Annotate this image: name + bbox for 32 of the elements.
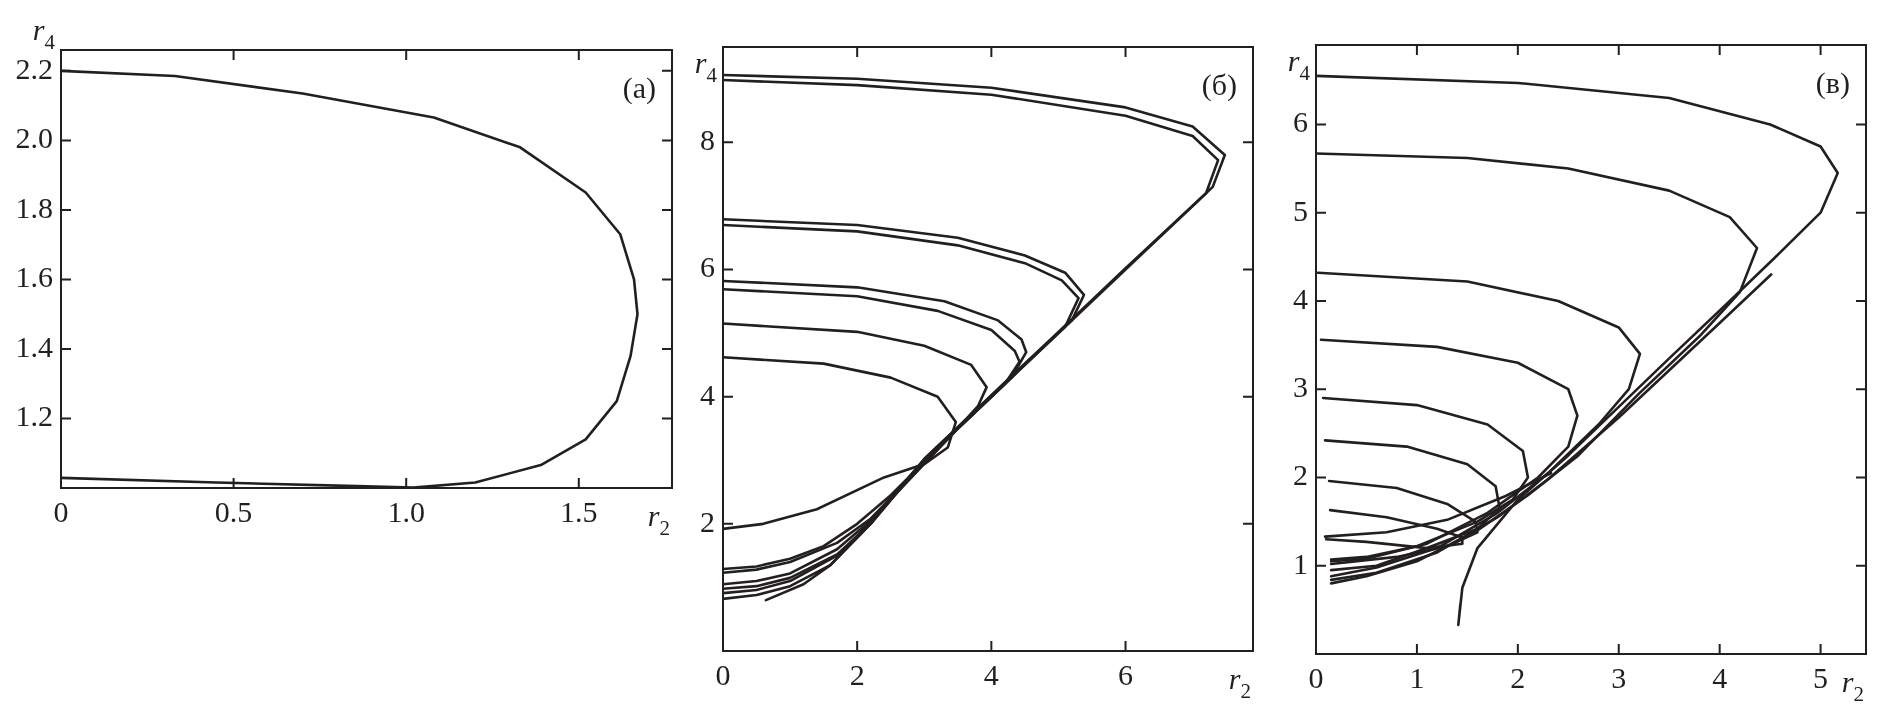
annotation: (a): [622, 71, 656, 105]
x-tick-label: 1.0: [387, 494, 425, 528]
annotation: (в): [1815, 66, 1850, 100]
y-tick-label: 1.2: [15, 399, 53, 433]
y-tick-label: 4: [1293, 281, 1308, 315]
x-tick-label: 0: [1308, 660, 1324, 694]
x-tick-label: 0.5: [214, 494, 253, 528]
y-tick-label: 5: [1293, 193, 1308, 227]
y-tick-label: 2.0: [15, 121, 53, 155]
x-tick-label: 0: [715, 657, 731, 691]
x-tick-label: 0: [53, 494, 69, 528]
y-tick-label: 1.8: [15, 190, 53, 224]
annotation: (б): [1201, 68, 1237, 102]
x-tick-label: 2: [849, 657, 865, 691]
x-tick-label: 6: [1118, 657, 1134, 691]
y-tick-label: 1.6: [15, 260, 53, 294]
y-tick-label: 1.4: [15, 329, 53, 363]
y-tick-label: 4: [700, 377, 715, 411]
x-tick-label: 1: [1409, 660, 1425, 694]
y-tick-label: 2: [1293, 458, 1308, 492]
y-tick-label: 8: [700, 123, 715, 157]
x-tick-label: 4: [1712, 660, 1728, 694]
x-tick-label: 3: [1611, 660, 1627, 694]
x-tick-label: 2: [1510, 660, 1526, 694]
y-tick-label: 6: [1293, 105, 1308, 139]
y-tick-label: 1: [1293, 546, 1308, 580]
x-tick-label: 1.5: [560, 494, 598, 528]
x-tick-label: 4: [983, 657, 999, 691]
y-tick-label: 6: [700, 250, 715, 284]
y-tick-label: 2.2: [15, 51, 53, 85]
y-tick-label: 3: [1293, 370, 1308, 404]
x-tick-label: 5: [1813, 660, 1829, 694]
